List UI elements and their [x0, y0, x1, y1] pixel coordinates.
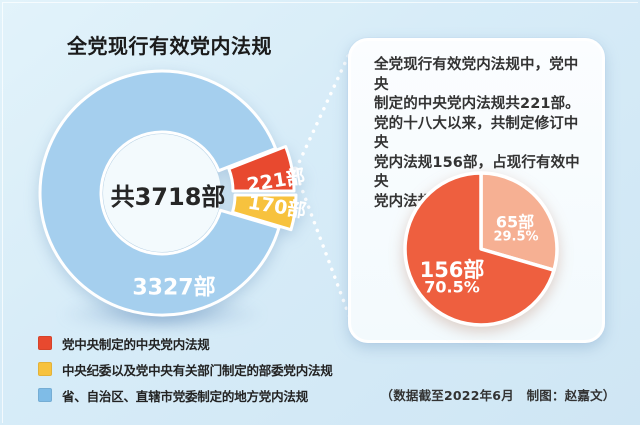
donut-segment-ministry	[231, 193, 298, 232]
callout-line: 党内法规156部，占现行有效中央	[374, 154, 580, 191]
donut-chart: 共3718部 3327部 221部 170部	[38, 69, 308, 317]
pie-segment-other	[479, 171, 559, 272]
legend-item-ministry: 中央纪委以及党中央有关部门制定的部委党内法规	[38, 360, 333, 378]
callout-panel: 全党现行有效党内法规中，党中央 制定的中央党内法规共221部。 党的十八大以来，…	[348, 38, 605, 343]
legend-swatch-local	[38, 388, 52, 402]
connector-line-bottom	[295, 174, 352, 320]
pie-segment-since18	[403, 171, 556, 327]
footer-credit: （数据截至2022年6月 制图：赵嘉文）	[380, 388, 616, 403]
legend-label-local: 省、自治区、直辖市党委制定的地方党内法规	[62, 388, 309, 404]
donut-segment-central	[227, 145, 296, 193]
detail-pie-chart: 65部 29.5% 156部 70.5%	[403, 171, 559, 327]
callout-line: 党的十八大以来，共制定修订中央	[374, 115, 579, 152]
legend-swatch-ministry	[38, 362, 52, 376]
legend-item-central: 党中央制定的中央党内法规	[38, 334, 210, 352]
callout-line: 制定的中央党内法规共221部。	[374, 96, 580, 112]
donut-hole	[103, 134, 221, 252]
page-title: 全党现行有效党内法规	[67, 34, 272, 58]
pie-label-since18-percent: 70.5%	[424, 278, 480, 297]
legend-label-ministry: 中央纪委以及党中央有关部门制定的部委党内法规	[62, 362, 333, 378]
callout-line: 全党现行有效党内法规中，党中央	[374, 57, 579, 93]
donut-label-local: 3327部	[132, 275, 215, 301]
connector-line-top	[294, 48, 353, 171]
pie-label-since18-value: 156部	[420, 258, 485, 282]
legend-swatch-central	[38, 336, 52, 350]
pie-label-other-percent: 29.5%	[493, 230, 538, 245]
donut-center-label: 共3718部	[111, 183, 226, 211]
legend-label-central: 党中央制定的中央党内法规	[62, 336, 210, 352]
donut-segment-local	[38, 69, 281, 317]
legend-item-local: 省、自治区、直辖市党委制定的地方党内法规	[38, 386, 308, 404]
pie-label-other-value: 65部	[496, 213, 534, 232]
